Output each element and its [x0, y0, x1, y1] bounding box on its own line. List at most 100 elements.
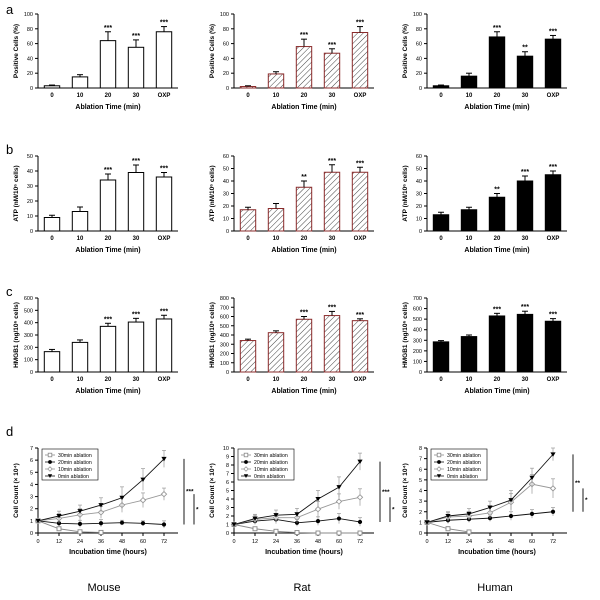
x-tick-label: OXP: [547, 236, 560, 242]
legend-label: 20min ablation: [447, 460, 481, 466]
x-tick-label: 20: [105, 93, 112, 99]
row-label-d: d: [6, 424, 13, 439]
bar: [239, 340, 257, 373]
x-tick-label: 0: [425, 539, 428, 545]
data-point: [314, 505, 322, 513]
y-tick-label: 20: [223, 71, 229, 77]
y-tick-label: 500: [413, 317, 422, 323]
y-axis-label: ATP (nM/10⁶ cells): [402, 165, 409, 221]
data-point: [98, 529, 104, 535]
y-tick-label: 600: [24, 296, 33, 302]
y-tick-label: 600: [220, 315, 229, 321]
x-tick-label: 10: [273, 377, 280, 383]
x-tick-label: 48: [508, 539, 514, 545]
data-point: [98, 521, 104, 526]
bar: [432, 341, 450, 373]
x-tick-label: 36: [294, 539, 300, 545]
data-point: [357, 530, 363, 536]
legend-label: 30min ablation: [254, 453, 288, 459]
bar: [460, 336, 478, 373]
legend-marker: [436, 466, 442, 472]
x-tick-label: 10: [77, 236, 84, 242]
significance-label: **: [301, 174, 307, 181]
y-axis-label: Positive Cells (%): [13, 24, 20, 78]
y-tick-label: 2: [30, 507, 33, 513]
significance-label: ***: [132, 311, 140, 318]
x-tick-label: 24: [77, 539, 83, 545]
significance-label: ***: [493, 25, 501, 32]
bar: [71, 341, 89, 373]
y-tick-label: 40: [416, 56, 422, 62]
significance-label: ***: [356, 312, 364, 319]
bar: [351, 320, 369, 373]
y-tick-label: 10: [416, 217, 422, 223]
x-tick-label: 0: [36, 539, 39, 545]
x-axis-label: Ablation Time (min): [464, 104, 529, 111]
x-tick-label: 10: [466, 236, 473, 242]
y-tick-label: 0: [30, 229, 33, 235]
data-point: [77, 529, 83, 535]
y-tick-label: 8: [419, 446, 422, 452]
significance-label: ***: [521, 169, 529, 176]
significance-label: *: [392, 507, 395, 514]
x-tick-label: 30: [133, 377, 140, 383]
y-tick-label: 20: [27, 199, 33, 205]
y-tick-label: 500: [220, 324, 229, 330]
significance-label: ***: [186, 489, 194, 496]
data-point: [335, 498, 343, 505]
y-tick-label: 10: [27, 214, 33, 220]
legend-label: 10min ablation: [447, 467, 481, 473]
x-tick-label: 0: [246, 377, 250, 383]
bar: [155, 176, 173, 232]
x-tick-label: 20: [105, 377, 112, 383]
x-axis-label: Ablation Time (min): [464, 388, 529, 395]
y-tick-label: 50: [223, 167, 229, 173]
y-tick-label: 0: [226, 531, 229, 537]
data-point: [56, 526, 62, 532]
x-tick-label: OXP: [354, 93, 367, 99]
y-tick-label: 0: [226, 370, 229, 376]
data-point: [97, 509, 105, 516]
y-tick-label: 100: [413, 359, 422, 365]
data-point: [119, 495, 125, 501]
x-tick-label: OXP: [547, 377, 560, 383]
bar: [351, 32, 369, 89]
legend-marker: [243, 466, 249, 472]
significance-label: ***: [160, 166, 168, 173]
x-tick-label: OXP: [158, 236, 171, 242]
y-tick-label: 30: [416, 192, 422, 198]
y-tick-label: 0: [419, 86, 422, 92]
column-label-rat: Rat: [293, 582, 310, 594]
y-tick-label: 4: [226, 497, 229, 503]
significance-label: ***: [132, 158, 140, 165]
y-tick-label: 100: [220, 12, 229, 18]
data-point: [77, 521, 83, 526]
bar: [432, 214, 450, 232]
y-tick-label: 200: [413, 349, 422, 355]
data-point: [161, 522, 167, 527]
significance-label: ***: [328, 158, 336, 165]
y-tick-label: 2: [419, 510, 422, 516]
data-point: [56, 514, 62, 519]
y-tick-label: 300: [220, 342, 229, 348]
significance-label: ***: [104, 316, 112, 323]
x-tick-label: 0: [50, 377, 54, 383]
y-tick-label: 7: [226, 472, 229, 478]
x-tick-label: 12: [445, 539, 451, 545]
y-tick-label: 5: [419, 478, 422, 484]
x-tick-label: 0: [439, 377, 443, 383]
data-point: [336, 530, 342, 536]
x-tick-label: 12: [56, 539, 62, 545]
y-axis-label: ATP (nM/10⁶ cells): [209, 165, 216, 221]
x-tick-label: 0: [50, 236, 54, 242]
bar: [43, 217, 61, 232]
y-tick-label: 50: [416, 167, 422, 173]
y-tick-label: 300: [24, 333, 33, 339]
bar: [544, 320, 562, 373]
legend-label: 0min ablation: [58, 474, 89, 480]
legend-marker: [436, 452, 442, 458]
x-tick-label: 0: [246, 93, 250, 99]
y-axis-label: HMGB1 (ng/10⁶ cells): [13, 302, 20, 368]
y-axis-label: Positive Cells (%): [209, 24, 216, 78]
